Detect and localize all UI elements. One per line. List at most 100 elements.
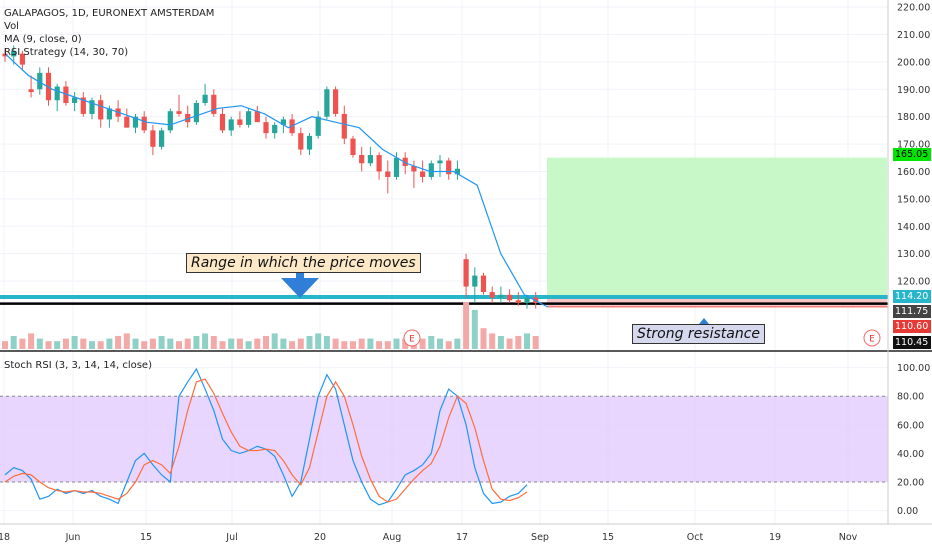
candle-body — [124, 116, 130, 128]
earnings-marker-label: E — [869, 335, 875, 345]
candle-body — [463, 259, 469, 287]
price-tick-label: 130.00 — [897, 249, 930, 260]
candle-body — [202, 94, 208, 103]
candle-body — [254, 111, 260, 123]
volume-bar — [132, 338, 139, 349]
volume-bar — [463, 302, 470, 349]
candle-body — [489, 292, 495, 298]
stoch-band — [0, 396, 888, 482]
volume-bar — [167, 338, 174, 349]
candle-body — [420, 171, 426, 177]
stoch-d-line — [4, 378, 528, 503]
volume-bar — [106, 338, 113, 349]
time-tick-label: Jul — [225, 532, 237, 543]
symbol-title: GALAPAGOS, 1D, EURONEXT AMSTERDAM — [4, 8, 215, 19]
volume-bar — [471, 310, 478, 349]
time-tick-label: 17 — [456, 532, 468, 543]
volume-bar — [297, 338, 304, 349]
candle-body — [350, 138, 356, 156]
chart-legend: GALAPAGOS, 1D, EURONEXT AMSTERDAM Vol MA… — [4, 7, 214, 59]
volume-bar — [437, 338, 443, 349]
earnings-marker-icon — [403, 329, 421, 347]
volume-bar — [54, 341, 61, 349]
candle-body — [246, 111, 252, 125]
ma-line — [4, 53, 549, 308]
volume-bar — [89, 341, 95, 349]
candle-body — [237, 119, 243, 125]
candle-body — [141, 116, 147, 131]
volume-bar — [80, 338, 87, 349]
candle-body — [176, 111, 182, 114]
volume-bar — [10, 336, 17, 349]
volume-bar — [271, 333, 278, 349]
volume-bar — [97, 341, 104, 349]
earnings-marker-icon — [863, 329, 881, 347]
volume-bar — [289, 341, 296, 349]
range-annotation: Range in which the price moves — [186, 253, 421, 273]
time-tick-label: Jun — [65, 532, 81, 543]
volume-bar — [36, 338, 43, 349]
candle-body — [507, 294, 513, 301]
volume-bar — [280, 338, 287, 349]
volume-bar — [245, 341, 252, 349]
volume-bar — [184, 338, 191, 349]
volume-bar — [228, 338, 235, 349]
volume-bar — [158, 336, 165, 349]
volume-bar — [445, 341, 452, 349]
time-tick-label: Aug — [383, 532, 402, 543]
volume-bar — [176, 341, 182, 349]
stoch-tick-label: 0.00 — [897, 506, 918, 517]
price-tick-label: 150.00 — [897, 194, 930, 205]
time-tick-label: 15 — [602, 532, 614, 543]
volume-bar — [2, 341, 8, 349]
volume-bar — [323, 336, 330, 349]
volume-bar — [367, 338, 374, 349]
candle-body — [54, 86, 60, 101]
price-tick-label: 210.00 — [897, 30, 930, 41]
volume-bar — [332, 338, 339, 349]
volume-bar — [497, 336, 504, 349]
candle-body — [524, 297, 530, 303]
candle-body — [228, 119, 234, 131]
candle-body — [306, 135, 313, 150]
volume-bar — [202, 333, 209, 349]
candle-body — [498, 294, 504, 298]
price-tick-label: 190.00 — [897, 85, 930, 96]
time-tick-label: Nov — [839, 532, 858, 543]
time-tick-label: Sep — [531, 532, 549, 543]
candle-body — [341, 113, 347, 139]
stoch-rsi-legend: Stoch RSI (3, 3, 14, 14, close) — [4, 360, 152, 371]
candle-body — [376, 155, 382, 172]
candle-body — [367, 155, 373, 164]
volume-bar — [62, 338, 69, 349]
rsi-strategy-legend: RSI Strategy (14, 30, 70) — [4, 47, 129, 58]
volume-bar — [428, 336, 435, 349]
candle-body — [411, 166, 417, 172]
volume-bar — [149, 338, 156, 349]
volume-bar — [123, 333, 130, 349]
candle-body — [263, 122, 269, 134]
candle-body — [359, 155, 365, 164]
time-tick-label: 18 — [0, 532, 10, 543]
volume-bar — [358, 338, 365, 349]
candle-body — [211, 94, 217, 114]
price-tick-label: 140.00 — [897, 222, 930, 233]
candle-body — [333, 89, 339, 114]
candle-body — [11, 50, 17, 57]
price-tick-label: 220.00 — [897, 3, 930, 14]
candle-body — [193, 102, 199, 123]
candle-body — [280, 119, 286, 125]
volume-bar — [115, 336, 122, 349]
candle-body — [132, 116, 139, 128]
candle-body — [272, 124, 278, 134]
candle-body — [19, 53, 25, 65]
target-zone — [547, 157, 887, 297]
volume-bar — [454, 338, 461, 349]
candle-body — [393, 157, 400, 177]
volume-bar — [393, 338, 400, 349]
candle-body — [106, 108, 112, 120]
volume-bar — [315, 333, 322, 349]
candle-body — [63, 86, 69, 103]
time-tick-label: 19 — [769, 532, 781, 543]
volume-bar — [419, 338, 426, 349]
